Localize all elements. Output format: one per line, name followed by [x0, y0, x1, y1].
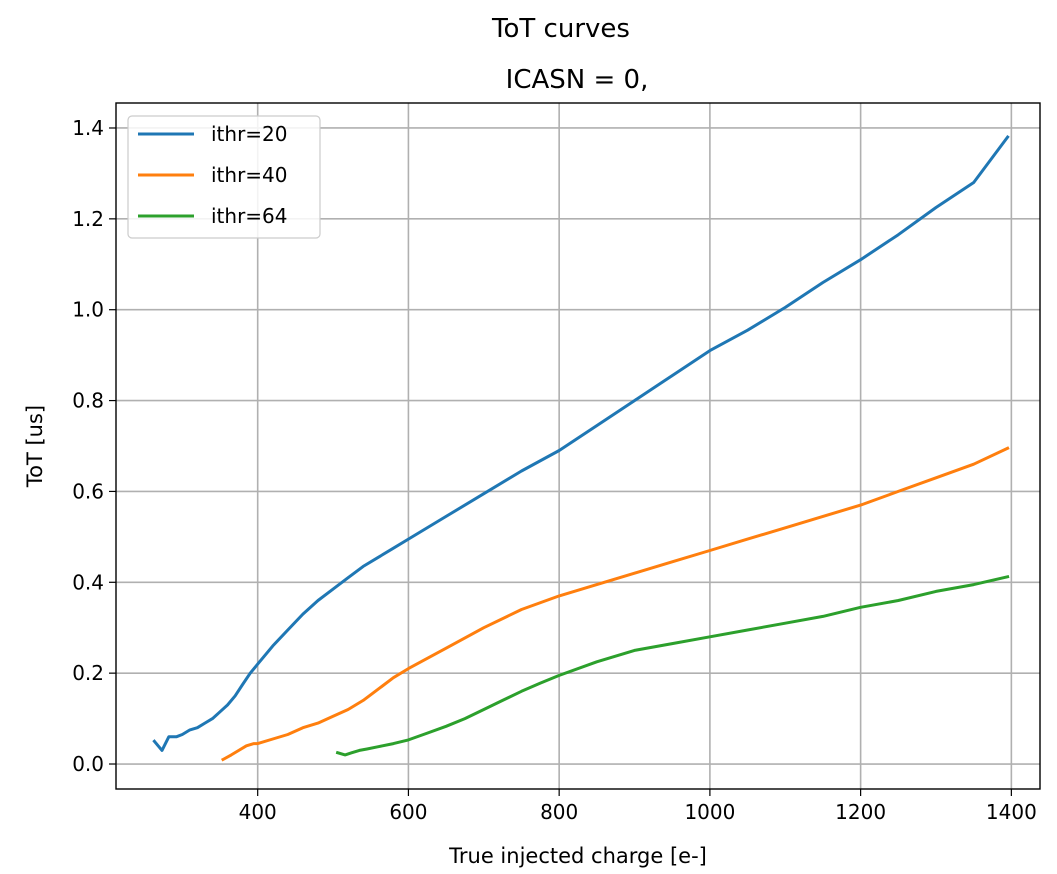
- x-tick-label: 400: [239, 800, 277, 824]
- plot-frame: [115, 102, 1041, 790]
- y-tick-label: 0.0: [72, 752, 104, 776]
- y-tick-label: 1.2: [72, 207, 104, 231]
- legend: ithr=20 ithr=40 ithr=64: [127, 115, 321, 239]
- y-axis-label: ToT [us]: [23, 405, 47, 488]
- x-axis-ticks: 400 600 800 1000 1200 1400: [239, 789, 1037, 824]
- x-tick-label: 1400: [986, 800, 1037, 824]
- y-axis-ticks: 0.0 0.2 0.4 0.6 0.8 1.0 1.2 1.4: [72, 116, 116, 776]
- series-lines: [152, 135, 1010, 762]
- y-tick-label: 0.2: [72, 661, 104, 685]
- x-tick-label: 600: [389, 800, 427, 824]
- legend-box: [127, 115, 321, 239]
- x-tick-label: 800: [540, 800, 578, 824]
- series-line-ithr-40: [220, 446, 1010, 762]
- y-tick-label: 1.4: [72, 116, 104, 140]
- x-gridlines: [256, 103, 1013, 789]
- series-line-ithr-64: [335, 575, 1010, 757]
- chart-suptitle: ToT curves: [491, 14, 630, 44]
- legend-label: ithr=64: [211, 204, 288, 228]
- series-line-ithr-20: [152, 135, 1010, 752]
- y-tick-label: 0.8: [72, 389, 104, 413]
- x-tick-label: 1000: [684, 800, 735, 824]
- y-tick-label: 1.0: [72, 298, 104, 322]
- legend-label: ithr=40: [211, 163, 288, 187]
- y-tick-label: 0.4: [72, 570, 104, 594]
- x-tick-label: 1200: [835, 800, 886, 824]
- legend-label: ithr=20: [211, 122, 288, 146]
- y-tick-label: 0.6: [72, 479, 104, 503]
- chart-title: ICASN = 0,: [506, 65, 649, 95]
- x-axis-label: True injected charge [e-]: [448, 844, 707, 868]
